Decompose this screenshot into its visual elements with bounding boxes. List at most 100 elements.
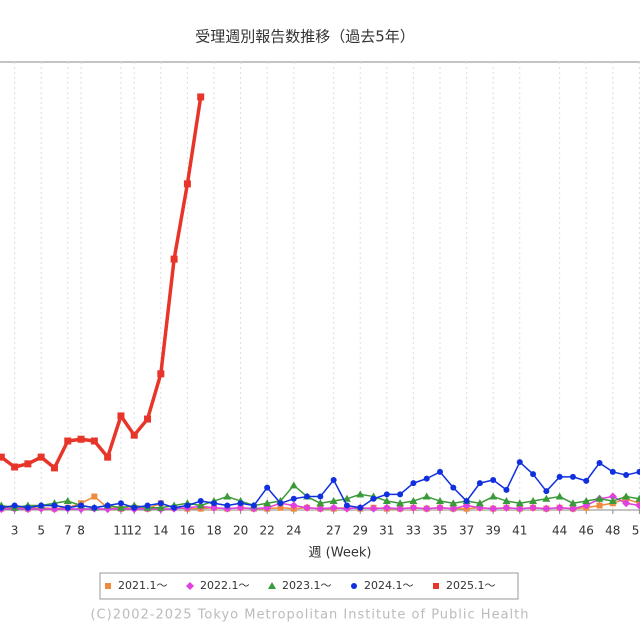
marker	[277, 504, 284, 511]
marker	[11, 502, 18, 509]
marker	[156, 503, 165, 511]
marker	[515, 499, 524, 507]
marker	[595, 494, 604, 502]
series-line	[0, 461, 640, 509]
marker	[210, 503, 218, 512]
marker	[543, 488, 550, 495]
marker	[436, 503, 444, 512]
marker	[0, 504, 5, 511]
x-tick-label: 8	[77, 524, 85, 538]
marker	[250, 502, 257, 509]
marker	[436, 497, 444, 505]
marker	[433, 583, 439, 589]
marker	[396, 504, 405, 513]
marker	[636, 468, 640, 475]
marker	[555, 503, 564, 512]
marker	[609, 468, 616, 475]
x-tick-label: 16	[180, 524, 195, 538]
marker	[131, 504, 138, 511]
marker	[329, 497, 338, 505]
marker	[157, 500, 164, 507]
marker	[263, 499, 272, 507]
marker	[582, 497, 591, 505]
marker	[196, 501, 205, 509]
marker	[64, 437, 72, 445]
marker	[542, 494, 551, 502]
x-tick-label: 20	[233, 524, 248, 538]
marker	[211, 500, 217, 507]
marker	[475, 499, 484, 507]
x-tick-label: 18	[206, 524, 221, 538]
marker	[316, 504, 325, 513]
x-tick-label: 11	[113, 524, 128, 538]
marker	[223, 492, 232, 500]
x-tick-label: 33	[406, 524, 421, 538]
x-tick-label: 35	[432, 524, 447, 538]
marker	[268, 582, 276, 589]
marker	[277, 500, 284, 507]
marker	[396, 499, 405, 507]
marker	[370, 495, 377, 502]
marker	[515, 504, 524, 513]
marker	[24, 460, 32, 468]
marker	[542, 504, 551, 513]
marker	[635, 494, 640, 502]
x-tick-label: 24	[286, 524, 301, 538]
marker	[422, 504, 431, 513]
marker	[170, 255, 178, 263]
marker	[489, 504, 498, 513]
marker	[289, 481, 298, 489]
marker	[382, 503, 391, 512]
marker	[264, 484, 271, 491]
marker	[489, 492, 498, 500]
x-tick-label: 48	[605, 524, 620, 538]
x-tick-label: 7	[64, 524, 72, 538]
marker	[490, 476, 497, 483]
marker	[144, 502, 151, 509]
x-tick-label: 27	[326, 524, 341, 538]
marker	[409, 497, 418, 505]
marker	[24, 504, 31, 511]
marker	[63, 497, 72, 505]
marker	[530, 471, 537, 478]
marker	[569, 473, 576, 480]
marker	[356, 490, 365, 498]
marker	[529, 497, 538, 505]
marker	[449, 504, 458, 513]
marker	[184, 502, 191, 509]
marker	[422, 492, 431, 500]
x-tick-label: 46	[579, 524, 594, 538]
marker	[304, 493, 311, 500]
marker	[450, 484, 457, 491]
marker	[197, 93, 205, 101]
marker	[130, 431, 138, 439]
marker	[37, 453, 45, 461]
marker	[529, 503, 538, 512]
marker	[197, 498, 204, 505]
marker	[183, 180, 191, 188]
marker	[91, 504, 98, 511]
marker	[357, 504, 364, 511]
marker	[330, 476, 337, 483]
x-axis-label: 週 (Week)	[309, 546, 372, 561]
marker	[38, 502, 45, 509]
marker	[77, 435, 85, 443]
footer: (C)2002-2025 Tokyo Metropolitan Institut…	[90, 608, 529, 623]
legend-label: 2022.1～	[200, 579, 250, 592]
marker	[290, 495, 297, 502]
legend-label: 2021.1～	[118, 579, 168, 592]
marker	[104, 502, 111, 509]
series-line	[0, 96, 203, 470]
x-tick-label: 29	[353, 524, 368, 538]
legend-label: 2025.1～	[446, 579, 496, 592]
marker	[91, 493, 98, 500]
x-tick-label: 5	[37, 524, 45, 538]
marker	[116, 503, 125, 511]
marker	[104, 453, 112, 461]
marker	[186, 582, 194, 590]
marker	[144, 415, 152, 423]
x-tick-label: 22	[260, 524, 275, 538]
marker	[635, 501, 640, 510]
chart-title: 受理週別報告数推移（過去5年）	[195, 28, 415, 46]
marker	[237, 500, 244, 507]
